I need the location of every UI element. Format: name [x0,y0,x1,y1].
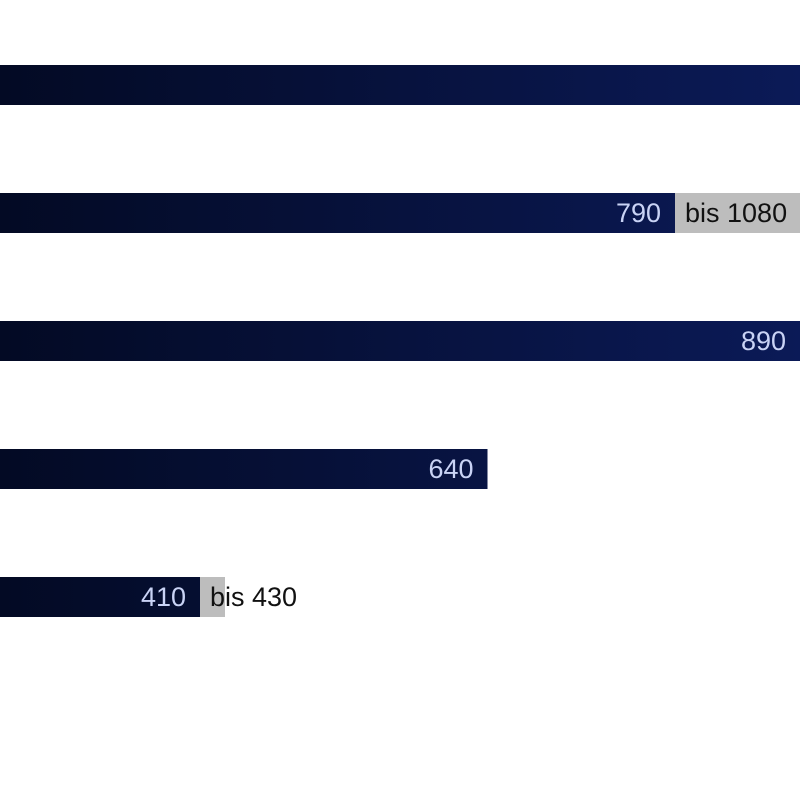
value-label: 790 [616,198,661,228]
bar [0,65,800,105]
value-label: 640 [428,454,473,484]
bar [0,193,675,233]
range-label: bis 430 [210,582,297,612]
value-label: 410 [141,582,186,612]
bar [0,577,200,617]
range-bar [675,193,800,233]
value-label: 890 [741,326,786,356]
range-bar [200,577,225,617]
range-label: bis 1080 [685,198,787,228]
bar [0,449,488,489]
bar [0,321,800,361]
